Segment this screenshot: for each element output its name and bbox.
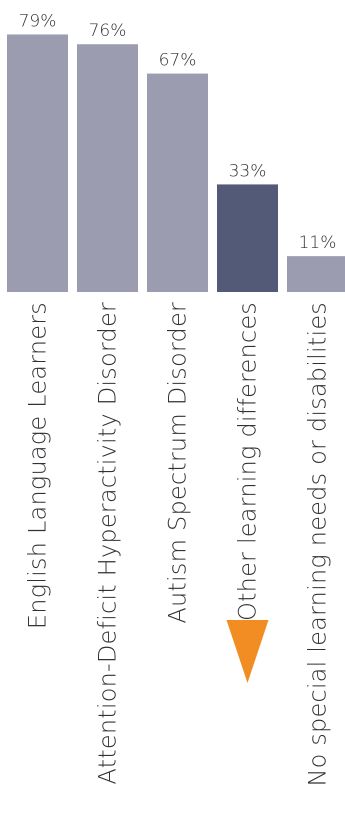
category-label-autism-spectrum-disorder: Autism Spectrum Disorder <box>164 302 192 624</box>
value-label-other-learning-differences: 33% <box>229 161 267 181</box>
down-triangle-marker-icon <box>226 620 269 683</box>
value-labels-layer: 79% 76% 67% 33% 11% <box>19 11 337 253</box>
category-label-attention-deficit-hyperactivity-disorder: Attention-Deficit Hyperactivity Disorder <box>94 302 122 785</box>
bar-attention-deficit-hyperactivity-disorder <box>77 44 138 292</box>
value-label-english-language-learners: 79% <box>19 11 57 31</box>
category-labels-layer: English Language Learners Attention-Defic… <box>24 302 332 787</box>
category-label-other-learning-differences: Other learning differences <box>234 302 262 621</box>
value-label-autism-spectrum-disorder: 67% <box>159 51 197 71</box>
bar-other-learning-differences <box>217 184 278 292</box>
value-label-attention-deficit-hyperactivity-disorder: 76% <box>89 21 127 41</box>
value-label-no-special-learning-needs-or-disabilities: 11% <box>299 233 337 253</box>
bar-autism-spectrum-disorder <box>147 73 208 292</box>
category-label-english-language-learners: English Language Learners <box>24 302 52 629</box>
bars-layer <box>7 34 345 293</box>
bar-english-language-learners <box>7 34 68 293</box>
bar-no-special-learning-needs-or-disabilities <box>287 256 345 292</box>
category-label-no-special-learning-needs-or-disabilities: No special learning needs or disabilitie… <box>304 302 332 787</box>
